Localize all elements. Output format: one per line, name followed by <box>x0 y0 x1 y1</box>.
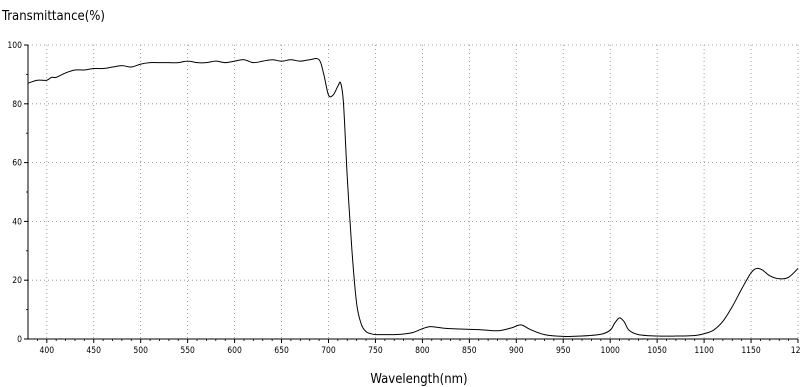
x-tick-label: 120 <box>791 346 800 356</box>
x-tick-label: 850 <box>462 346 477 356</box>
x-tick-label: 550 <box>180 346 195 356</box>
y-tick-label: 60 <box>12 159 22 169</box>
x-tick-label: 800 <box>415 346 430 356</box>
tick-labels: 400 450 500 550 600 650 700 750 800 850 900 950 1000… <box>7 41 800 356</box>
x-tick-label: 400 <box>39 346 54 356</box>
x-tick-label: 750 <box>368 346 383 356</box>
x-tick-label: 600 <box>227 346 242 356</box>
axis-ticks <box>24 44 799 343</box>
x-tick-label: 900 <box>509 346 524 356</box>
x-tick-label: 500 <box>133 346 148 356</box>
y-tick-label: 20 <box>12 276 22 286</box>
x-tick-label: 700 <box>321 346 336 356</box>
x-tick-label: 1100 <box>694 346 714 356</box>
grid-lines <box>28 44 799 339</box>
x-axis-title: Wavelength(nm) <box>370 372 467 387</box>
x-tick-label: 1150 <box>741 346 761 356</box>
y-tick-label: 80 <box>12 100 22 110</box>
x-tick-label: 650 <box>274 346 289 356</box>
y-tick-label: 100 <box>7 41 22 51</box>
x-tick-label: 1050 <box>647 346 667 356</box>
y-tick-label: 0 <box>17 335 22 345</box>
x-tick-label: 1000 <box>600 346 620 356</box>
y-tick-label: 40 <box>12 217 22 227</box>
series-line-transmittance <box>27 58 799 337</box>
y-axis-title: Transmittance(%) <box>1 9 105 24</box>
x-tick-label: 950 <box>556 346 571 356</box>
x-tick-label: 450 <box>86 346 101 356</box>
